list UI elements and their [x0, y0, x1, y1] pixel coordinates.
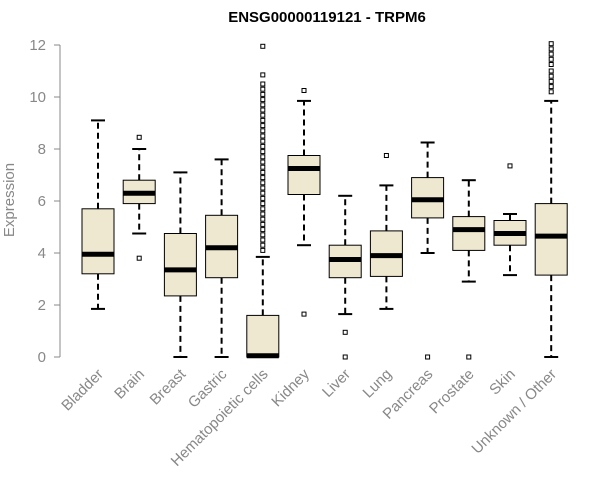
outlier-point [548, 51, 554, 57]
outlier-point [260, 159, 266, 165]
outlier-point [260, 143, 266, 149]
outlier-point [260, 206, 266, 212]
y-tick-label: 8 [38, 141, 46, 158]
outlier-point [260, 195, 266, 201]
outlier-point [260, 81, 266, 87]
y-tick-label: 10 [29, 89, 46, 106]
outlier-point [383, 153, 389, 158]
x-category-label: Kidney [268, 365, 313, 410]
outlier-point [260, 154, 266, 160]
iqr-box [81, 208, 115, 275]
x-category-label: Bladder [58, 366, 107, 415]
outlier-point [260, 123, 266, 129]
outlier-point [260, 102, 266, 108]
outlier-point [260, 242, 266, 248]
box-group [411, 141, 445, 360]
box-group [246, 43, 280, 359]
box-group [163, 171, 197, 358]
outlier-point [260, 216, 266, 222]
outlier-point [260, 107, 266, 113]
box-group [534, 41, 568, 358]
box-group [205, 158, 239, 358]
outlier-point [260, 43, 266, 49]
box-group [493, 163, 527, 277]
iqr-box [287, 155, 321, 195]
outlier-point [548, 62, 554, 67]
box-group [287, 88, 321, 317]
outlier-point [548, 84, 554, 90]
outlier-point [260, 221, 266, 227]
outlier-point [260, 138, 266, 144]
outlier-point [260, 232, 266, 238]
iqr-box [452, 216, 486, 251]
outlier-point [260, 133, 266, 139]
outlier-point [260, 164, 266, 170]
x-category-label: Skin [486, 366, 519, 399]
outlier-point [507, 163, 513, 169]
x-category-label: Brain [111, 366, 148, 403]
x-category-label: Breast [147, 365, 190, 408]
outlier-point [260, 237, 266, 243]
y-tick-label: 4 [38, 245, 46, 262]
box-group [81, 119, 115, 310]
iqr-box [534, 203, 568, 276]
y-axis: 0 2 4 6 8 10 12 [29, 37, 61, 366]
outlier-point [260, 175, 266, 181]
outlier-point [342, 329, 348, 335]
y-tick-label: 2 [38, 297, 46, 314]
outlier-point [260, 117, 266, 123]
y-tick-label: 0 [38, 349, 46, 366]
outlier-point [548, 73, 554, 79]
outlier-point [136, 255, 142, 261]
box-series [81, 41, 568, 360]
outlier-point [425, 354, 431, 360]
outlier-point [548, 68, 554, 74]
outlier-point [548, 56, 554, 62]
y-tick-label: 6 [38, 193, 46, 210]
outlier-point [260, 149, 266, 155]
outlier-point [260, 247, 266, 253]
outlier-point [260, 185, 266, 191]
outlier-point [260, 190, 266, 196]
outlier-point [260, 72, 266, 78]
outlier-point [260, 211, 266, 217]
outlier-point [466, 354, 472, 360]
x-category-label: Lung [360, 366, 396, 402]
outlier-point [136, 134, 142, 140]
outlier-point [260, 112, 266, 118]
box-group [369, 153, 403, 310]
box-group [328, 194, 362, 360]
outlier-point [548, 46, 554, 52]
outlier-point [548, 41, 554, 47]
outlier-point [260, 180, 266, 186]
y-axis-title: Expression [1, 163, 18, 237]
outlier-point [260, 201, 266, 207]
outlier-point [301, 88, 307, 93]
x-category-label: Prostate [426, 366, 478, 418]
outlier-point [342, 354, 348, 360]
iqr-box [246, 314, 280, 358]
outlier-point [301, 311, 307, 317]
outlier-point [260, 91, 266, 97]
box-group [122, 134, 156, 261]
y-tick-label: 12 [29, 37, 46, 54]
outlier-point [260, 169, 266, 175]
outlier-point [548, 89, 554, 95]
outlier-point [260, 86, 266, 92]
outlier-point [260, 128, 266, 134]
iqr-box [163, 233, 197, 297]
outlier-point [260, 97, 266, 103]
chart-title: ENSG00000119121 - TRPM6 [228, 9, 426, 26]
x-category-label: Liver [319, 366, 354, 401]
outlier-point [260, 227, 266, 233]
box-group [452, 179, 486, 360]
outlier-point [548, 78, 554, 84]
